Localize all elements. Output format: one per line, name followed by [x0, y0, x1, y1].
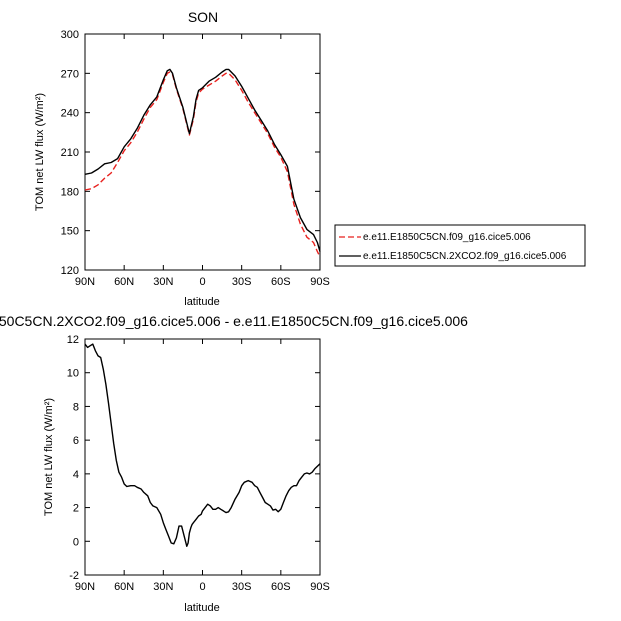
top-y-tick-label: 150 — [61, 226, 79, 238]
top-panel: SON 90N 60N 30N 0 30S 60S 90S 120 150 180 210 240 2… — [34, 9, 330, 308]
top-series-line-0 — [84, 71, 321, 258]
bottom-y-tick-label: 8 — [73, 401, 79, 413]
bottom-x-tick-label: 0 — [199, 581, 205, 593]
top-series-lines — [84, 68, 321, 258]
bottom-y-tick-label: -2 — [69, 570, 79, 582]
top-y-tick-label: 240 — [61, 108, 79, 120]
top-x-tick-label: 60N — [114, 276, 134, 288]
bottom-series-lines — [84, 343, 321, 547]
top-x-tick-label: 90S — [310, 276, 330, 288]
top-x-tick-label: 90N — [75, 276, 95, 288]
bottom-x-tick-label: 90N — [75, 581, 95, 593]
bottom-x-tick-label: 90S — [310, 581, 330, 593]
top-x-axis-label: latitude — [184, 296, 219, 308]
bottom-x-tick-label: 60N — [114, 581, 134, 593]
bottom-y-tick-label: 12 — [67, 334, 79, 346]
bottom-y-axis-label: TOM net LW flux (W/m²) — [43, 398, 55, 516]
top-x-tick-label: 60S — [271, 276, 291, 288]
top-y-tick-label: 300 — [61, 29, 79, 41]
top-y-ticks: 120 150 180 210 240 270 300 — [61, 29, 320, 277]
bottom-plot-frame — [84, 338, 321, 576]
bottom-x-tick-label: 30N — [153, 581, 173, 593]
legend-box — [334, 224, 586, 267]
top-x-tick-label: 30S — [232, 276, 252, 288]
bottom-x-tick-label: 30S — [232, 581, 252, 593]
bottom-x-ticks: 90N 60N 30N 0 30S 60S 90S — [75, 339, 330, 593]
legend-label-1: e.e11.E1850C5CN.2XCO2.f09_g16.cice5.006 — [363, 251, 567, 262]
top-chart-title: SON — [188, 9, 218, 25]
top-y-tick-label: 210 — [61, 147, 79, 159]
top-x-tick-label: 0 — [199, 276, 205, 288]
top-y-tick-label: 270 — [61, 68, 79, 80]
top-y-axis-label: TOM net LW flux (W/m²) — [34, 93, 46, 211]
bottom-series-line-0 — [84, 343, 321, 547]
bottom-y-tick-label: 0 — [73, 536, 79, 548]
legend-label-0: e.e11.E1850C5CN.f09_g16.cice5.006 — [363, 232, 531, 243]
top-y-tick-label: 120 — [61, 265, 79, 277]
bottom-panel: e.e11.E1850C5CN.2XCO2.f09_g16.cice5.006 … — [0, 313, 468, 614]
top-x-tick-label: 30N — [153, 276, 173, 288]
bottom-x-axis-label: latitude — [184, 602, 219, 614]
bottom-y-tick-label: 10 — [67, 368, 79, 380]
bottom-chart-title: e.e11.E1850C5CN.2XCO2.f09_g16.cice5.006 … — [0, 313, 468, 329]
bottom-y-tick-label: 4 — [73, 469, 79, 481]
top-x-ticks: 90N 60N 30N 0 30S 60S 90S — [75, 34, 330, 288]
bottom-y-ticks: -2 0 2 4 6 8 10 12 — [67, 334, 320, 582]
top-plot-frame — [84, 33, 321, 271]
top-series-line-1 — [84, 68, 321, 252]
legend: e.e11.E1850C5CN.f09_g16.cice5.006 e.e11.… — [334, 224, 586, 267]
bottom-x-tick-label: 60S — [271, 581, 291, 593]
bottom-y-tick-label: 2 — [73, 503, 79, 515]
top-y-tick-label: 180 — [61, 186, 79, 198]
bottom-y-tick-label: 6 — [73, 435, 79, 447]
